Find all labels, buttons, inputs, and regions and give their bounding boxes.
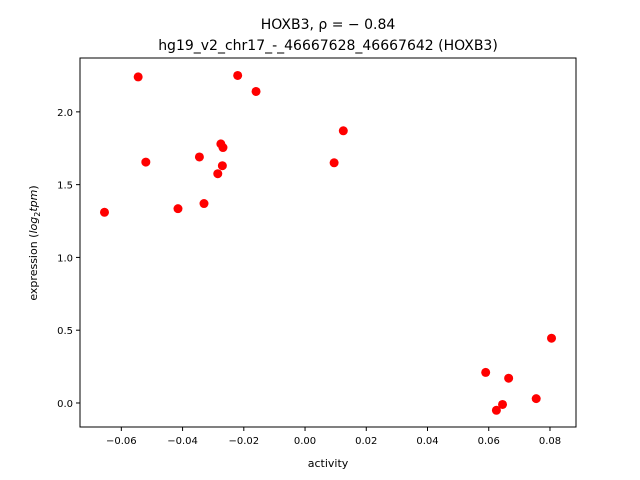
data-point xyxy=(251,86,261,96)
data-point xyxy=(194,152,204,162)
data-point xyxy=(531,394,541,404)
x-axis-label: activity xyxy=(308,457,349,470)
x-tick-label: 0.04 xyxy=(416,436,438,447)
x-tick-label: 0.00 xyxy=(294,436,316,447)
y-axis-label-suffix: ) xyxy=(27,185,40,189)
data-point xyxy=(173,204,183,214)
x-tick-label: 0.06 xyxy=(478,436,500,447)
x-tick-label: 0.02 xyxy=(355,436,377,447)
data-point xyxy=(99,207,109,217)
plot-area xyxy=(80,58,576,427)
data-point xyxy=(504,373,514,383)
y-tick-label: 0.0 xyxy=(57,399,73,410)
x-tick-label: −0.06 xyxy=(106,436,137,447)
data-point xyxy=(199,199,209,209)
data-point xyxy=(233,70,243,80)
data-point xyxy=(481,367,491,377)
y-tick-label: 2.0 xyxy=(57,108,73,119)
chart-title-line2: hg19_v2_chr17_-_46667628_46667642 (HOXB3… xyxy=(158,38,498,54)
plot-axes xyxy=(80,58,576,427)
data-point xyxy=(338,126,348,136)
y-axis-label-prefix: expression ( xyxy=(27,234,40,301)
data-point xyxy=(133,72,143,82)
data-point xyxy=(141,157,151,167)
x-axis-ticks: −0.06 −0.04 −0.02 0.00 0.02 0.04 0.06 0.08 xyxy=(106,427,561,447)
plot-frame xyxy=(79,57,577,428)
data-point xyxy=(498,399,508,409)
x-tick-label: 0.08 xyxy=(539,436,561,447)
y-axis-label-sub: 2 xyxy=(33,212,42,217)
y-axis-ticks: 0.0 0.5 1.0 1.5 2.0 xyxy=(57,108,80,410)
x-tick-label: −0.02 xyxy=(228,436,259,447)
x-tick-label: −0.04 xyxy=(167,436,198,447)
y-axis-label: expression (log2tpm) xyxy=(27,185,42,300)
y-tick-label: 1.5 xyxy=(57,181,73,192)
data-point xyxy=(218,143,228,153)
data-points xyxy=(99,70,557,415)
data-point xyxy=(329,158,339,168)
data-point xyxy=(217,161,227,171)
data-point xyxy=(547,333,557,343)
y-tick-label: 1.0 xyxy=(57,253,73,264)
y-axis-label-tpm: tpm xyxy=(27,190,40,212)
chart-title-line1: HOXB3, ρ = − 0.84 xyxy=(261,17,396,33)
y-axis-label-log: log xyxy=(27,217,40,234)
y-tick-label: 0.5 xyxy=(57,326,73,337)
data-point xyxy=(491,405,501,415)
data-point xyxy=(213,169,223,179)
